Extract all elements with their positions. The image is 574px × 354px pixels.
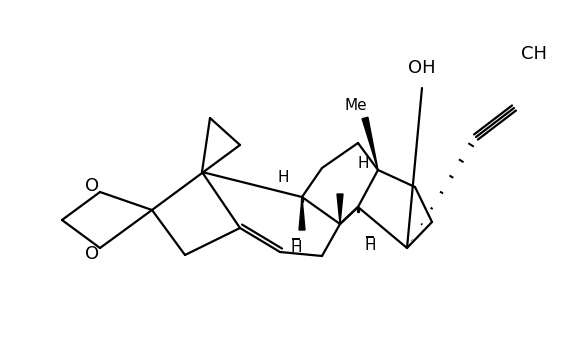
- Text: O: O: [85, 245, 99, 263]
- Polygon shape: [337, 194, 343, 224]
- Text: OH: OH: [408, 59, 436, 77]
- Text: H: H: [364, 239, 376, 253]
- Text: CH: CH: [521, 45, 547, 63]
- Text: H: H: [357, 155, 369, 171]
- Polygon shape: [362, 117, 378, 170]
- Text: O: O: [85, 177, 99, 195]
- Polygon shape: [299, 197, 305, 230]
- Text: H: H: [290, 240, 302, 256]
- Text: Me: Me: [345, 97, 367, 113]
- Text: H: H: [277, 171, 289, 185]
